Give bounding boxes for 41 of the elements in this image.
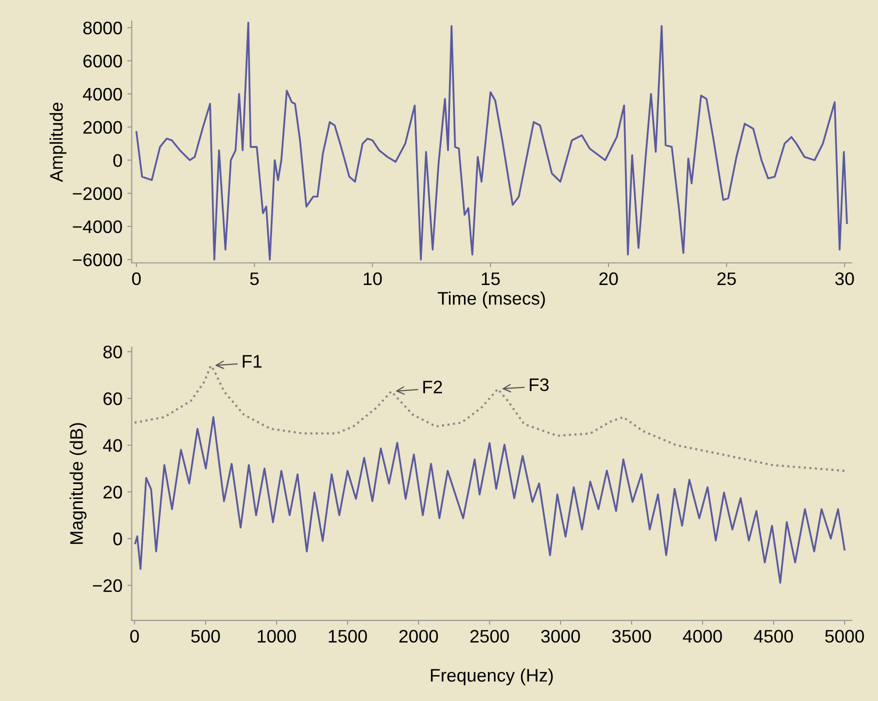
x-tick-label: 3000: [541, 630, 580, 643]
x-tick-label: 1000: [258, 630, 296, 643]
x-tick-label: 30: [835, 272, 854, 286]
x-tick-label: 4500: [754, 630, 793, 643]
annotation: F3: [530, 378, 549, 392]
y-axis-title: Magnitude (dB): [70, 423, 86, 544]
x-tick-label: 10: [364, 272, 382, 286]
x-tick-label: 15: [482, 272, 500, 286]
y-tick-label: 20: [104, 486, 122, 499]
y-tick-label: −4000: [72, 220, 122, 234]
y-tick-label: −2000: [72, 187, 122, 200]
x-tick-label: 0: [132, 272, 141, 286]
y-tick-label: 8000: [83, 22, 122, 34]
line-series: [134, 416, 846, 584]
y-tick-label: −20: [92, 579, 122, 592]
x-tick-label: 2000: [399, 630, 438, 643]
y-tick-label: 0: [113, 532, 122, 546]
y-tick-label: 0: [113, 154, 122, 167]
x-axis-title: Frequency (Hz): [430, 668, 553, 686]
x-tick-label: 0: [130, 630, 139, 643]
x-tick-label: 500: [191, 630, 220, 643]
x-axis-title: Time (msecs): [438, 292, 545, 308]
y-tick-label: −6000: [72, 253, 122, 266]
x-tick-label: 20: [599, 272, 618, 286]
x-tick-label: 4000: [682, 630, 722, 643]
y-tick-label: 60: [104, 392, 122, 406]
x-tick-label: 2500: [470, 630, 509, 643]
x-tick-label: 25: [717, 272, 736, 286]
annotation: F2: [423, 380, 442, 394]
y-tick-label: 2000: [83, 120, 122, 134]
annotation: F1: [242, 355, 262, 368]
y-tick-label: 4000: [82, 88, 122, 101]
x-tick-label: 5000: [825, 630, 864, 643]
y-tick-label: 6000: [83, 54, 122, 68]
x-tick-label: 1500: [328, 630, 367, 643]
y-tick-label: 80: [103, 346, 122, 358]
y-axis-title: Amplitude: [50, 102, 66, 182]
x-tick-label: 5: [250, 272, 259, 286]
x-tick-label: 3500: [612, 630, 651, 643]
line-series: [136, 22, 848, 260]
y-tick-label: 40: [103, 439, 122, 452]
